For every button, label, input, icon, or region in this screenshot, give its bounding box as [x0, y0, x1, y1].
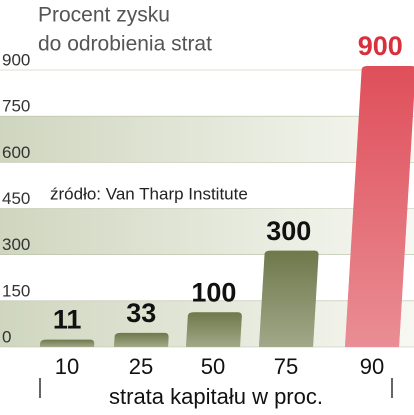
x-tick-label: 50	[201, 354, 225, 379]
y-tick-label: 300	[2, 235, 30, 254]
y-tick-label: 150	[2, 281, 30, 300]
x-tick-label: 10	[55, 354, 79, 379]
y-tick-label: 750	[2, 97, 30, 116]
value-label: 900	[358, 31, 403, 61]
background-bands	[0, 69, 414, 348]
x-tick-label: 90	[360, 354, 384, 379]
y-tick-label: 600	[2, 143, 30, 162]
y-tick-label: 450	[2, 189, 30, 208]
chart-subtitle: do odrobienia strat	[38, 33, 212, 56]
bar-shade	[259, 250, 319, 347]
x-tick-label: 75	[274, 354, 298, 379]
value-label: 33	[126, 298, 156, 328]
band	[0, 116, 414, 163]
x-axis-label: strata kapitału w proc.	[109, 384, 323, 409]
bar-shade	[114, 332, 169, 347]
axis-bracket	[39, 378, 393, 398]
value-label: 100	[191, 277, 236, 307]
bar-shade	[345, 66, 414, 347]
value-label: 11	[53, 305, 82, 335]
y-tick-label: 900	[2, 50, 30, 69]
bar-shade	[186, 312, 242, 347]
band	[0, 208, 414, 255]
value-label: 300	[266, 216, 311, 246]
source-note: źródło: Van Tharp Institute	[50, 184, 248, 203]
chart-title: Procent zysku	[38, 4, 170, 27]
x-tick-label: 25	[129, 354, 153, 379]
bar-shade	[40, 339, 95, 347]
y-tick-label: 0	[2, 327, 11, 346]
